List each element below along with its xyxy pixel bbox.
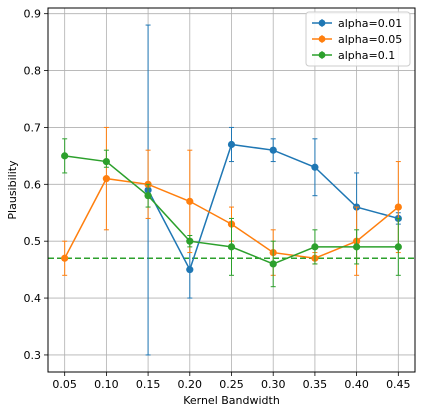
y-tick-label: 0.8 bbox=[24, 65, 42, 78]
y-tick-label: 0.5 bbox=[24, 235, 42, 248]
legend-entry: alpha=0.01 bbox=[312, 17, 402, 30]
x-tick-label: 0.25 bbox=[219, 378, 244, 391]
data-point bbox=[186, 197, 194, 205]
data-point bbox=[311, 163, 319, 171]
data-point bbox=[61, 254, 69, 262]
legend: alpha=0.01 alpha=0.05 alpha=0.1 bbox=[305, 11, 411, 67]
data-point bbox=[102, 157, 110, 166]
legend-swatch-marker bbox=[318, 19, 326, 27]
y-tick-label: 0.3 bbox=[24, 349, 42, 362]
y-tick-label: 0.9 bbox=[24, 8, 42, 21]
legend-label: alpha=0.01 bbox=[338, 17, 402, 30]
data-point bbox=[144, 192, 152, 200]
x-tick-label: 0.20 bbox=[178, 378, 203, 391]
data-point bbox=[269, 146, 277, 154]
legend-label: alpha=0.05 bbox=[338, 33, 402, 46]
legend-swatch-marker bbox=[318, 35, 326, 43]
x-axis: 0.05 0.10 0.15 0.20 0.25 0.30 0.35 0.40 0.45 bbox=[52, 372, 411, 391]
x-tick-label: 0.15 bbox=[136, 378, 161, 391]
data-point bbox=[102, 175, 110, 183]
legend-label: alpha=0.1 bbox=[338, 49, 395, 62]
series-layer bbox=[61, 24, 402, 356]
x-tick-label: 0.40 bbox=[344, 378, 369, 391]
data-point bbox=[186, 237, 194, 245]
data-point bbox=[227, 243, 236, 251]
legend-box bbox=[305, 11, 411, 67]
y-tick-label: 0.4 bbox=[24, 292, 42, 305]
x-tick-label: 0.10 bbox=[94, 378, 119, 391]
x-tick-label: 0.30 bbox=[261, 378, 286, 391]
data-point bbox=[227, 140, 236, 149]
y-tick-label: 0.7 bbox=[24, 121, 42, 134]
data-point bbox=[269, 260, 277, 268]
legend-entry: alpha=0.1 bbox=[312, 49, 395, 62]
x-tick-label: 0.35 bbox=[303, 378, 328, 391]
data-point bbox=[186, 266, 194, 274]
x-axis-label: Kernel Bandwidth bbox=[183, 394, 280, 407]
data-point bbox=[61, 152, 69, 160]
data-point bbox=[394, 243, 402, 251]
legend-swatch-marker bbox=[318, 51, 326, 59]
x-tick-label: 0.05 bbox=[52, 378, 77, 391]
data-point bbox=[394, 203, 402, 211]
x-tick-label: 0.45 bbox=[386, 378, 411, 391]
data-point bbox=[311, 243, 319, 251]
legend-entry: alpha=0.05 bbox=[312, 33, 402, 46]
y-axis: 0.3 0.4 0.5 0.6 0.7 0.8 0.9 bbox=[24, 8, 48, 362]
y-axis-label: Plausibility bbox=[6, 160, 19, 220]
data-point bbox=[353, 243, 361, 251]
series-alpha=0.1 bbox=[61, 138, 402, 288]
y-tick-label: 0.6 bbox=[24, 178, 42, 191]
